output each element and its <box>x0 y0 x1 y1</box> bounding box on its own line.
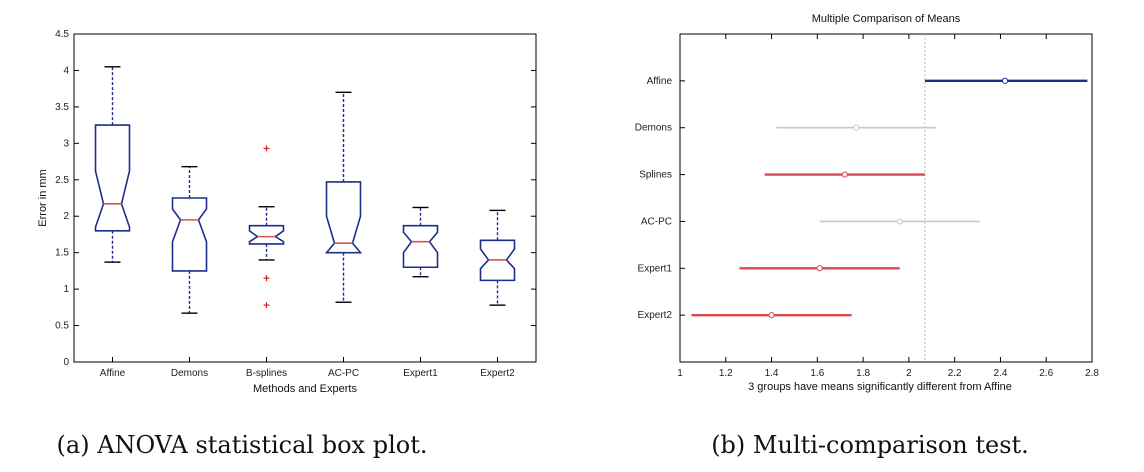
x-tick-label: 2.8 <box>1085 368 1099 379</box>
multicomparison-caption: (b) Multi-comparison test. <box>711 431 1029 459</box>
group-label: Splines <box>639 170 672 181</box>
x-tick-label: Expert2 <box>480 368 515 379</box>
notched-box <box>479 239 516 282</box>
box-plot-ylabel: Error in mm <box>37 169 49 226</box>
group-mean-marker <box>896 218 903 225</box>
x-tick-label: 1.6 <box>810 368 824 379</box>
notched-box <box>171 197 208 272</box>
y-tick-label: 1 <box>63 284 69 295</box>
multicomparison-xlabel: 3 groups have means significantly differ… <box>748 381 1012 393</box>
notched-box <box>324 181 363 254</box>
group-label: Expert1 <box>638 263 673 274</box>
group-mean-marker <box>768 312 775 319</box>
box-plot-caption: (a) ANOVA statistical box plot. <box>57 431 428 459</box>
group-label: Affine <box>647 76 673 87</box>
x-tick-label: 1.8 <box>856 368 870 379</box>
notched-box <box>248 224 285 245</box>
notched-box <box>94 124 131 232</box>
y-tick-label: 0 <box>63 357 69 368</box>
y-tick-label: 3.5 <box>55 102 69 113</box>
y-tick-label: 2 <box>63 211 69 222</box>
x-tick-label: 1.2 <box>719 368 733 379</box>
group-mean-marker <box>816 265 823 272</box>
group-label: AC-PC <box>641 216 672 227</box>
multicomparison-marks: 1 1.2 1.4 1.6 1.8 2 2.2 2.4 2.6 2.8 Affine Demons Sp… <box>635 34 1099 379</box>
y-tick-label: 4 <box>63 65 69 76</box>
y-tick-label: 4.5 <box>55 29 69 40</box>
x-tick-label: Affine <box>100 368 126 379</box>
group-label: Demons <box>635 123 672 134</box>
x-tick-label: 2.6 <box>1039 368 1053 379</box>
y-tick-label: 3 <box>63 138 69 149</box>
y-tick-label: 1.5 <box>55 248 69 259</box>
box-plot-axes <box>73 33 537 363</box>
box-plot-panel: 0 0.5 1 1.5 2 2.5 3 3.5 4 4.5 Affine Demons B-spline… <box>37 29 537 459</box>
x-tick-label: B-splines <box>246 368 287 379</box>
box-plot-xlabel: Methods and Experts <box>253 383 357 395</box>
y-tick-label: 0.5 <box>55 321 69 332</box>
x-tick-label: 2 <box>906 368 912 379</box>
x-tick-label: Expert1 <box>403 368 438 379</box>
x-tick-label: 2.4 <box>993 368 1007 379</box>
multicomparison-axes <box>679 33 1093 363</box>
x-tick-label: 1 <box>677 368 683 379</box>
group-mean-marker <box>1001 77 1009 84</box>
x-tick-label: 1.4 <box>765 368 779 379</box>
group-label: Expert2 <box>638 310 673 321</box>
multicomparison-title: Multiple Comparison of Means <box>812 13 961 25</box>
x-tick-label: Demons <box>171 368 208 379</box>
notched-box <box>402 224 439 269</box>
box-plot-marks: 0 0.5 1 1.5 2 2.5 3 3.5 4 4.5 Affine Demons B-spline… <box>55 29 536 379</box>
y-tick-label: 2.5 <box>55 175 69 186</box>
x-tick-label: AC-PC <box>328 368 359 379</box>
group-mean-marker <box>853 124 860 131</box>
multicomparison-panel: Multiple Comparison of Means 1 1.2 1.4 1.6 1… <box>635 13 1100 459</box>
x-tick-label: 2.2 <box>948 368 962 379</box>
group-mean-marker <box>841 171 848 178</box>
